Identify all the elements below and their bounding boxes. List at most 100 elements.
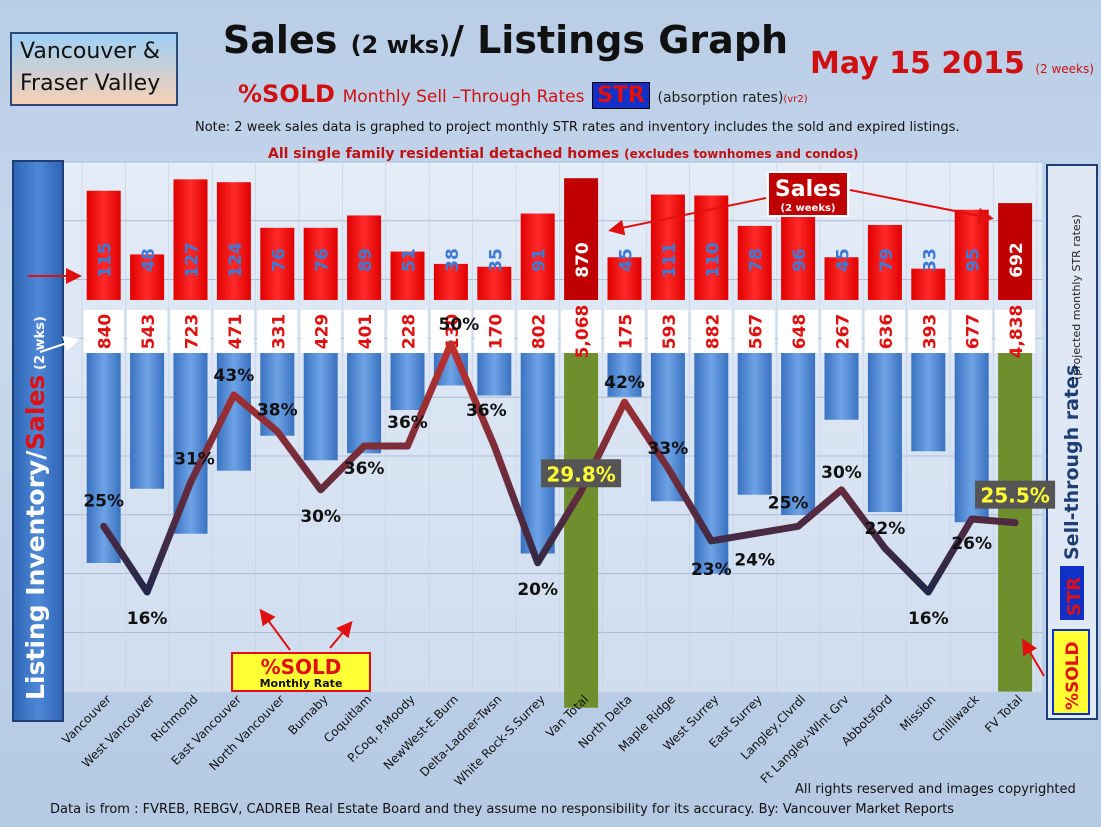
- total-str-label-bg: [975, 480, 1056, 509]
- listings-bar: [520, 353, 555, 554]
- sales-bar: [781, 208, 816, 300]
- listings-value-label: 4,838: [1007, 305, 1027, 359]
- str-label: 23%: [691, 560, 732, 580]
- focus-text: All single family residential detached h…: [268, 146, 620, 162]
- sales-value-label: 95: [964, 248, 984, 272]
- chart-subtitle: %SOLD Monthly Sell –Through Rates STR (a…: [238, 80, 808, 109]
- listings-value-label: 648: [790, 314, 810, 350]
- listings-value-label: 593: [660, 314, 680, 350]
- str-label: 31%: [174, 450, 215, 470]
- listings-label-bg: [821, 310, 862, 353]
- listings-value-label: 677: [964, 314, 984, 350]
- category-label: Chilliwack: [929, 692, 981, 744]
- str-label: 25%: [83, 491, 124, 511]
- sales-value-label: 96: [790, 248, 810, 272]
- sales-bar: [650, 194, 685, 300]
- sales-bar: [954, 209, 989, 300]
- subtitle-sold: %SOLD: [238, 80, 335, 108]
- category-label: Ft Langley-Wlnt Grv: [758, 692, 852, 786]
- chart-focus: All single family residential detached h…: [268, 146, 858, 162]
- listings-bar: [911, 353, 946, 452]
- sales-value-label: 79: [877, 248, 897, 272]
- sales-bar: [477, 266, 512, 300]
- sales-value-label: 76: [313, 248, 333, 272]
- right-str-bg: [1060, 566, 1084, 620]
- subtitle-absorption: (absorption rates): [657, 90, 784, 106]
- listings-bar: [781, 353, 816, 515]
- region-line-2: Fraser Valley: [20, 71, 161, 96]
- footer-rights: All rights reserved and images copyright…: [795, 782, 1076, 797]
- sales-value-label: 48: [139, 248, 159, 272]
- subtitle-version: (vr2): [783, 94, 808, 105]
- callout-arrow: [849, 189, 994, 224]
- str-label: 16%: [127, 609, 168, 629]
- sold-box-text: %SOLD: [261, 655, 342, 679]
- str-label: 30%: [300, 507, 341, 527]
- region-label-box: Vancouver & Fraser Valley: [10, 32, 178, 106]
- str-line: [100, 340, 1019, 596]
- subtitle-monthly: Monthly: [342, 87, 417, 107]
- category-label: North Vancouver: [206, 692, 287, 773]
- report-date: May 15 2015 (2 weeks): [810, 46, 1094, 81]
- sales-bar: [998, 203, 1033, 300]
- listings-label-bg: [344, 310, 385, 353]
- title-rest: / Listings Graph: [449, 18, 789, 62]
- listings-label-bg: [561, 310, 602, 353]
- sales-value-label: 35: [486, 248, 506, 272]
- listings-label-bg: [127, 310, 168, 353]
- listings-label-bg: [951, 310, 992, 353]
- listings-bar: [867, 353, 902, 512]
- category-label: NewWest-E.Burn: [381, 692, 461, 772]
- listings-bar: [347, 353, 382, 454]
- listings-bar: [390, 353, 425, 410]
- str-label: 42%: [604, 373, 645, 393]
- listings-value-label: 170: [486, 314, 506, 350]
- str-label: 16%: [908, 609, 949, 629]
- listings-label-bg: [864, 310, 905, 353]
- category-label: Burnaby: [285, 692, 330, 737]
- sales-value-label: 124: [226, 242, 246, 278]
- sales-bar: [694, 195, 729, 300]
- str-label: 30%: [821, 463, 862, 483]
- sales-bar: [867, 224, 902, 300]
- listings-label-bg: [517, 310, 558, 353]
- sales-bar: [737, 225, 772, 300]
- listings-value-label: 471: [226, 314, 246, 350]
- listings-value-label: 5,068: [573, 305, 593, 359]
- listings-value-label: 175: [617, 314, 637, 350]
- title-small: (2 wks): [350, 31, 450, 59]
- region-line-1: Vancouver &: [20, 39, 161, 64]
- listings-value-label: 882: [703, 314, 723, 350]
- str-label: 36%: [387, 413, 428, 433]
- sales-value-label: 76: [269, 248, 289, 272]
- right-str-label: STR: [1064, 577, 1085, 616]
- subtitle-str-badge: STR: [592, 82, 650, 109]
- listings-value-label: 429: [313, 314, 333, 350]
- listings-bar: [607, 353, 642, 397]
- chart-title: Sales (2 wks)/ Listings Graph: [0, 18, 1101, 62]
- str-label: 50%: [439, 315, 480, 335]
- sales-bar: [564, 178, 599, 300]
- right-axis-label: Sell-through rates: [1061, 365, 1083, 560]
- sales-value-label: 89: [356, 248, 376, 272]
- category-label: West Vancouver: [79, 692, 157, 770]
- str-label: 36%: [466, 401, 507, 421]
- listings-label-bg: [647, 310, 688, 353]
- category-label: Delta-Ladner-Twsn: [417, 692, 504, 779]
- str-label: 26%: [951, 534, 992, 554]
- sales-bar: [433, 263, 468, 300]
- right-axis-note: (projected monthly STR rates): [1070, 214, 1083, 380]
- sales-bar: [173, 179, 208, 300]
- sales-value-label: 38: [443, 248, 463, 272]
- sales-bar: [911, 268, 946, 300]
- listings-value-label: 567: [747, 314, 767, 350]
- sales-callout-text: Sales: [775, 177, 841, 202]
- str-label: 36%: [344, 459, 385, 479]
- right-sold-arrow: [1021, 638, 1045, 677]
- listings-value-label: 228: [400, 314, 420, 350]
- sales-value-label: 45: [834, 248, 854, 272]
- sales-value-label: 870: [573, 242, 593, 278]
- right-sold-bg: [1052, 629, 1090, 715]
